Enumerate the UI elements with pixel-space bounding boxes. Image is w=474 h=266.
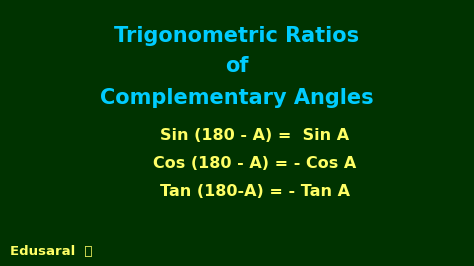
Text: Tan (180-A) = - Tan A: Tan (180-A) = - Tan A — [160, 184, 350, 199]
Text: Cos (180 - A) = - Cos A: Cos (180 - A) = - Cos A — [154, 156, 356, 171]
Text: Complementary Angles: Complementary Angles — [100, 88, 374, 108]
Text: Sin (180 - A) =  Sin A: Sin (180 - A) = Sin A — [160, 128, 349, 143]
Text: Trigonometric Ratios: Trigonometric Ratios — [114, 26, 360, 46]
Text: of: of — [225, 56, 249, 76]
Text: Edusaral  📖: Edusaral 📖 — [10, 245, 92, 258]
